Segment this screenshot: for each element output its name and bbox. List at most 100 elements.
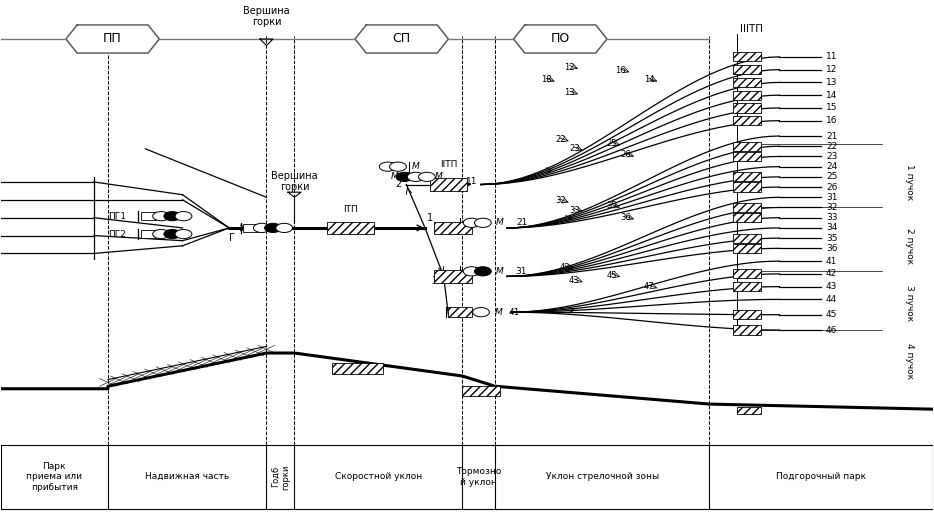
Text: Вершина
горки: Вершина горки (271, 170, 318, 192)
Text: 3: 3 (432, 276, 437, 286)
Text: 22: 22 (555, 135, 565, 144)
Text: 25: 25 (606, 139, 616, 148)
Bar (733, 91, 761, 100)
Circle shape (463, 218, 480, 227)
Text: 16: 16 (826, 116, 838, 125)
Text: 33: 33 (569, 205, 580, 215)
Text: 16: 16 (616, 66, 626, 75)
Text: ПП: ПП (104, 32, 122, 46)
Circle shape (463, 267, 480, 276)
Text: Уклон стрелочной зоны: Уклон стрелочной зоны (545, 473, 658, 481)
Text: 15: 15 (826, 103, 838, 113)
Text: 25: 25 (826, 173, 838, 181)
Text: 1 пучок: 1 пучок (905, 164, 914, 200)
Bar (733, 142, 761, 151)
Text: Годб
горки: Годб горки (271, 464, 290, 489)
Bar (733, 233, 761, 243)
Text: 32: 32 (555, 197, 566, 205)
Text: M: M (496, 267, 503, 276)
Bar (733, 103, 761, 113)
Bar (332, 363, 383, 374)
Circle shape (473, 308, 489, 317)
Text: 46: 46 (826, 326, 838, 334)
Text: 1: 1 (427, 213, 432, 223)
Bar (733, 78, 761, 87)
Text: 33: 33 (826, 213, 838, 222)
Text: 36: 36 (826, 244, 838, 253)
Circle shape (264, 223, 281, 232)
Bar (733, 182, 761, 191)
Bar (733, 52, 761, 61)
Bar (430, 178, 467, 190)
Bar (434, 222, 472, 234)
Text: Скоростной уклон: Скоростной уклон (334, 473, 422, 481)
Text: 41: 41 (509, 308, 520, 316)
Text: 18: 18 (541, 75, 552, 84)
Text: 11: 11 (466, 178, 477, 186)
Text: 22: 22 (826, 142, 837, 151)
Text: 31: 31 (516, 267, 527, 276)
Circle shape (418, 172, 435, 181)
Bar (462, 386, 500, 396)
Circle shape (163, 229, 180, 239)
Text: 35: 35 (606, 201, 616, 210)
Text: M: M (496, 218, 503, 227)
Text: M: M (495, 308, 502, 316)
Text: 36: 36 (620, 213, 631, 222)
Bar (141, 230, 155, 238)
Text: 43: 43 (826, 282, 838, 291)
Circle shape (276, 223, 292, 232)
Text: 11: 11 (826, 52, 838, 61)
Text: 14: 14 (826, 91, 838, 100)
Text: 43: 43 (569, 276, 580, 285)
Text: Тормозно
й уклон: Тормозно й уклон (456, 467, 502, 486)
Text: 42: 42 (559, 263, 570, 272)
Bar (434, 270, 472, 283)
Text: 21: 21 (517, 218, 528, 227)
Text: 3 пучок: 3 пучок (905, 285, 914, 321)
Text: ПО: ПО (551, 32, 570, 46)
Text: M: M (390, 173, 398, 181)
Text: ПГ2: ПГ2 (108, 229, 126, 239)
Circle shape (379, 162, 396, 171)
Bar (738, 407, 761, 414)
Polygon shape (514, 25, 607, 53)
Circle shape (163, 211, 180, 221)
Circle shape (389, 162, 406, 171)
Circle shape (253, 223, 270, 232)
Text: 34: 34 (826, 223, 838, 232)
Text: 47: 47 (644, 282, 654, 291)
Text: 21: 21 (826, 132, 838, 140)
Text: IТП: IТП (343, 205, 358, 214)
Text: Парк
приема или
прибытия: Парк приема или прибытия (26, 462, 82, 492)
Circle shape (474, 218, 491, 227)
Bar (733, 282, 761, 291)
Text: 13: 13 (826, 78, 838, 87)
Text: 12: 12 (564, 62, 574, 72)
Bar (733, 244, 761, 253)
Circle shape (396, 172, 413, 181)
Bar (733, 213, 761, 222)
Bar (243, 224, 258, 232)
Circle shape (153, 229, 169, 239)
Bar (733, 310, 761, 319)
Bar (733, 152, 761, 161)
Text: 23: 23 (826, 152, 838, 161)
Text: 31: 31 (826, 193, 838, 202)
Text: IIIТП: IIIТП (740, 24, 763, 34)
Text: 26: 26 (620, 151, 630, 159)
Text: Г: Г (229, 232, 235, 243)
Text: 12: 12 (826, 65, 838, 74)
Text: Надвижная часть: Надвижная часть (145, 473, 230, 481)
Text: 32: 32 (826, 203, 838, 212)
Polygon shape (66, 25, 159, 53)
Text: 2 пучок: 2 пучок (905, 228, 914, 264)
Circle shape (407, 172, 424, 181)
Polygon shape (355, 25, 448, 53)
Text: ПГ1: ПГ1 (108, 211, 126, 221)
Circle shape (153, 211, 169, 221)
Bar (733, 203, 761, 212)
Bar (733, 116, 761, 125)
Text: СП: СП (392, 32, 411, 46)
Text: 45: 45 (606, 271, 616, 280)
